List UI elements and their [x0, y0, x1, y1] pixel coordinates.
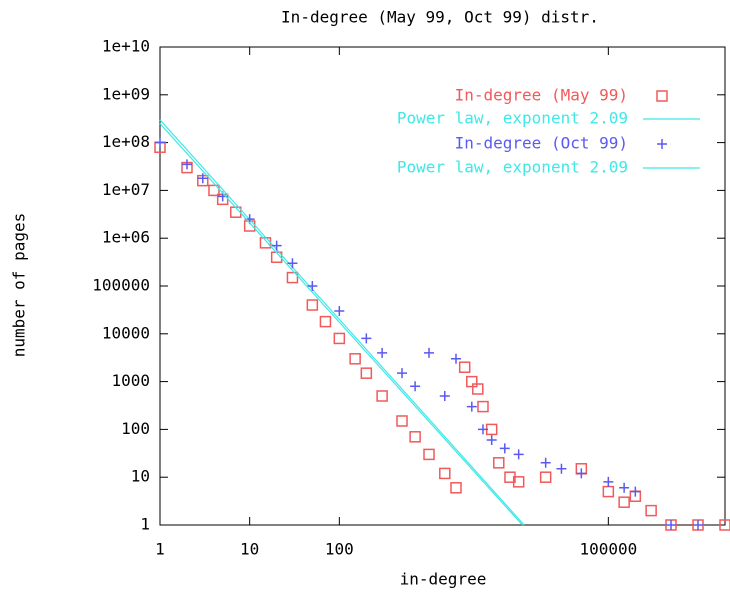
x-tick-label: 100000 [579, 540, 637, 559]
point [376, 390, 388, 402]
point [539, 471, 552, 483]
y-tick-label: 1e+07 [102, 180, 150, 199]
point [410, 381, 421, 392]
point [499, 443, 510, 454]
y-tick-label: 1000 [111, 371, 150, 390]
point [618, 496, 630, 508]
chart-title: In-degree (May 99, Oct 99) distr. [281, 8, 599, 27]
point [286, 271, 299, 284]
y-tick-label: 10 [131, 467, 150, 486]
point [576, 468, 587, 479]
point [361, 333, 372, 344]
x-tick-label: 10 [240, 540, 259, 559]
point [645, 504, 657, 517]
point [603, 476, 614, 487]
power-law-line [159, 123, 523, 526]
point [208, 184, 220, 197]
point [319, 315, 332, 328]
point [377, 347, 388, 358]
x-tick-label: 1 [155, 540, 165, 559]
point [477, 424, 488, 435]
point [360, 367, 373, 379]
legend-label: Power law, exponent 2.09 [397, 109, 628, 128]
point [619, 482, 630, 493]
legend-swatch [656, 90, 668, 102]
point [666, 520, 677, 530]
point [397, 368, 408, 379]
legend-label: In-degree (Oct 99) [455, 134, 628, 153]
point [477, 400, 489, 413]
point [334, 305, 345, 316]
point [424, 347, 435, 358]
point [486, 435, 497, 446]
y-tick-label: 1e+10 [102, 37, 150, 56]
point [466, 401, 477, 412]
point [349, 353, 361, 365]
point [307, 281, 318, 291]
point [472, 383, 484, 395]
y-tick-label: 1e+08 [102, 132, 150, 151]
legend-label: In-degree (May 99) [455, 86, 628, 105]
point [450, 353, 461, 364]
point [540, 457, 551, 468]
point [556, 463, 567, 474]
y-tick-label: 1e+06 [102, 228, 150, 247]
legend-label: Power law, exponent 2.09 [397, 158, 628, 177]
point [493, 457, 505, 469]
point [602, 485, 615, 498]
point [396, 415, 408, 427]
point [181, 159, 192, 170]
point [259, 237, 272, 249]
point [287, 258, 298, 269]
point [409, 431, 421, 443]
point [306, 299, 319, 311]
point [439, 390, 450, 401]
point [512, 476, 525, 488]
point [513, 449, 524, 460]
y-tick-label: 1 [140, 515, 150, 534]
point [450, 482, 462, 494]
point [197, 173, 208, 184]
y-tick-label: 100 [121, 419, 150, 438]
point [423, 448, 435, 461]
x-tick-label: 100 [325, 540, 354, 559]
y-tick-label: 100000 [92, 276, 150, 295]
point [630, 486, 641, 497]
point [719, 519, 730, 531]
y-axis-label: number of pages [10, 213, 29, 358]
point [466, 375, 478, 388]
point [271, 240, 282, 251]
y-tick-label: 1e+09 [102, 84, 150, 103]
y-tick-label: 10000 [102, 323, 150, 342]
x-axis-label: in-degree [400, 570, 487, 589]
point [693, 520, 704, 530]
point [458, 361, 471, 373]
point [485, 423, 498, 436]
point [155, 137, 165, 148]
power-law-line [159, 119, 525, 526]
point [439, 467, 451, 480]
legend-swatch [657, 139, 667, 149]
point [333, 332, 346, 345]
